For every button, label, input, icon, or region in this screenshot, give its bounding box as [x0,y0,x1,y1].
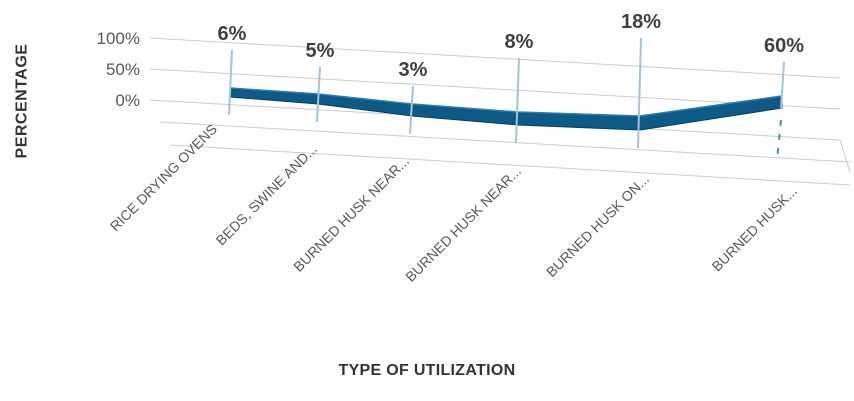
x-tick-label: RICE DRYING OVENS [107,121,220,234]
x-tick-label: BURNED HUSK NEAR... [402,163,524,285]
back-gridline [150,38,840,78]
data-label: 8% [505,31,534,53]
drop-line [516,58,519,143]
y-tick-label: 0% [115,91,140,110]
floor-edge-right [840,140,850,172]
y-axis-title-box: PERCENTAGE [2,26,42,176]
data-label: 6% [218,23,247,45]
y-tick-label: 100% [97,29,140,48]
data-label: 3% [399,59,428,81]
drop-line-dashed [777,120,781,160]
x-axis-title: TYPE OF UTILIZATION [0,362,854,380]
y-tick-labels: 0% 50% 100% [97,29,140,110]
x-tick-label: BURNED HUSK... [708,183,800,275]
data-label: 5% [306,40,335,62]
drop-line [638,38,641,148]
x-tick-label: BURNED HUSK ON... [543,171,652,280]
data-label: 60% [764,35,804,57]
x-tick-label: BURNED HUSK NEAR... [290,153,412,275]
y-tick-label: 50% [106,60,140,79]
drop-line [229,50,232,115]
y-axis-title: PERCENTAGE [13,44,31,159]
floor-gridline [160,122,850,162]
data-label: 18% [621,11,661,33]
x-tick-label: BEDS, SWINE AND... [213,141,321,249]
